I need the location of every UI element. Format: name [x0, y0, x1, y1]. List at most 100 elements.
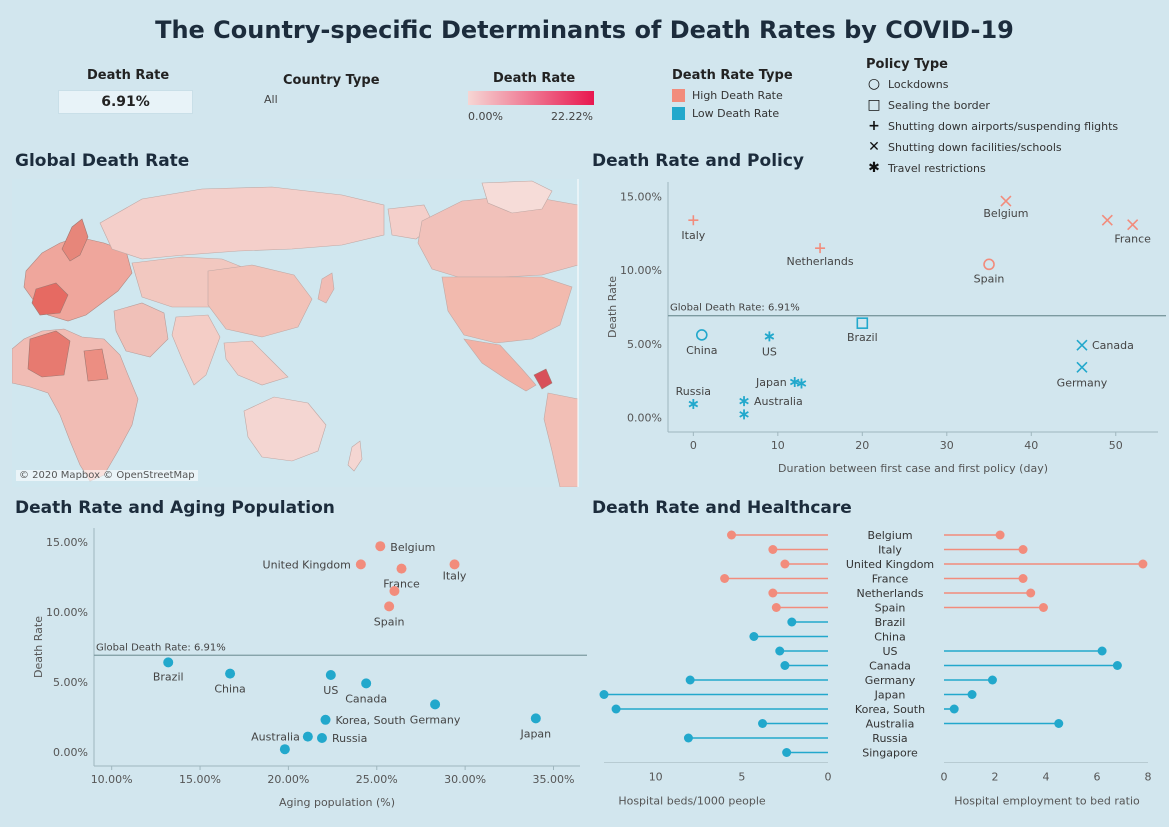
legend-lockdowns-label: Lockdowns [888, 77, 949, 91]
point-label: Korea, South [336, 714, 406, 727]
map-region-usa[interactable] [441, 276, 573, 344]
beds-dot[interactable] [727, 530, 737, 540]
beds-dot[interactable] [720, 574, 730, 583]
map-region-russia[interactable] [99, 186, 385, 260]
point-china[interactable] [225, 668, 236, 679]
map-region-australia[interactable] [243, 396, 327, 462]
point-russia[interactable] [316, 733, 327, 743]
map-region-west-europe[interactable] [31, 282, 69, 316]
employment-dot[interactable] [995, 530, 1005, 540]
beds-dot[interactable] [758, 719, 768, 728]
y-tick-label: 5.00% [627, 338, 662, 351]
employment-dot[interactable] [1097, 646, 1107, 656]
beds-dot[interactable] [780, 661, 790, 670]
beds-dot[interactable] [685, 675, 695, 685]
beds-dot[interactable] [683, 733, 693, 743]
beds-dot[interactable] [780, 559, 790, 569]
employment-dot[interactable] [1026, 588, 1036, 598]
employment-dot[interactable] [967, 690, 977, 699]
map-region-central-america[interactable] [533, 368, 553, 390]
legend-travel[interactable]: ✱ Travel restrictions [866, 160, 1118, 176]
point-canada[interactable] [1076, 339, 1088, 351]
beds-dot[interactable] [768, 545, 778, 554]
point-label: Italy [681, 229, 705, 242]
point-label: Russia [332, 732, 367, 745]
point-germany[interactable] [430, 699, 441, 710]
employment-dot[interactable] [1138, 559, 1148, 569]
point-canada[interactable] [361, 678, 372, 689]
map-region-china[interactable] [207, 264, 313, 338]
point-germany[interactable] [1076, 361, 1088, 373]
employment-dot[interactable] [1112, 661, 1122, 670]
beds-dot[interactable] [782, 748, 792, 757]
point-spain[interactable] [983, 258, 995, 271]
employment-dot[interactable] [1038, 603, 1048, 612]
map-region-algeria[interactable] [27, 330, 71, 378]
map-region-se-asia[interactable] [223, 340, 289, 386]
map-region-mexico[interactable] [463, 338, 537, 392]
country-type-filter[interactable]: All [264, 93, 278, 106]
policy-scatter-chart[interactable]: 0.00% 5.00% 10.00% 15.00% 0 10 20 30 40 50 Duratio… [592, 172, 1167, 482]
points: Belgium France Italy Netherlands Spain Brazil… [676, 195, 1151, 420]
map-region-india[interactable] [171, 314, 221, 386]
employment-dot[interactable] [949, 704, 959, 714]
point-us[interactable] [325, 670, 336, 680]
point-china[interactable] [695, 329, 708, 341]
point-france[interactable] [1127, 219, 1139, 231]
employment-dot[interactable] [1054, 719, 1064, 728]
x-axis-title: Duration between first case and first po… [778, 462, 1048, 475]
point-label: Canada [345, 692, 387, 705]
map-region-new-zealand[interactable] [347, 440, 363, 472]
point-belgium[interactable] [375, 541, 386, 552]
point-belgium[interactable] [1000, 195, 1012, 207]
employment-dot[interactable] [987, 675, 997, 685]
point-netherlands[interactable] [815, 243, 826, 254]
employment-tick-label: 0 [941, 771, 948, 784]
employment-axis-title: Hospital employment to bed ratio [954, 795, 1140, 808]
point-united-kingdom[interactable] [355, 559, 366, 570]
x-tick-label: 10 [771, 439, 785, 452]
point-spain[interactable] [384, 601, 395, 612]
world-map-svg[interactable] [11, 179, 582, 488]
legend-sealing-border[interactable]: □ Sealing the border [866, 97, 1118, 113]
point-italy[interactable] [688, 215, 699, 226]
beds-dot[interactable] [771, 603, 781, 612]
map-region-scandinavia[interactable] [61, 218, 89, 262]
point-netherlands[interactable] [389, 586, 400, 596]
beds-dot[interactable] [775, 646, 785, 656]
y-tick-label: 15.00% [620, 191, 662, 204]
point-australia[interactable] [739, 396, 749, 407]
map-region-greenland[interactable] [481, 180, 553, 214]
point-korea-south[interactable] [796, 378, 807, 389]
map-region-japan[interactable] [317, 272, 335, 304]
beds-dot[interactable] [787, 617, 797, 627]
point-us[interactable] [764, 331, 775, 342]
point-italy[interactable] [449, 559, 460, 570]
legend-high[interactable]: High Death Rate [672, 89, 793, 102]
point-brazil[interactable] [856, 317, 869, 329]
employment-dot[interactable] [1018, 545, 1028, 554]
beds-dot[interactable] [749, 632, 759, 641]
point-singapore[interactable] [279, 744, 290, 755]
beds-dot[interactable] [768, 588, 778, 598]
point-france[interactable] [1101, 214, 1113, 226]
map-region-chad[interactable] [83, 348, 109, 382]
map-region-middle-east[interactable] [113, 302, 169, 358]
legend-facilities[interactable]: ✕ Shutting down facilities/schools [866, 139, 1118, 155]
point-russia[interactable] [688, 399, 699, 410]
beds-dot[interactable] [611, 704, 621, 714]
aging-scatter-chart[interactable]: 0.00% 5.00% 10.00% 15.00% 10.00% 15.00% 20.00%… [12, 520, 587, 820]
point-singapore[interactable] [739, 409, 749, 420]
point-japan[interactable] [530, 713, 541, 724]
beds-dot[interactable] [599, 690, 609, 699]
point-korea-south[interactable] [320, 714, 331, 725]
world-map[interactable]: © 2020 Mapbox © OpenStreetMap [11, 179, 582, 488]
employment-dot[interactable] [1018, 574, 1028, 583]
legend-low[interactable]: Low Death Rate [672, 107, 793, 120]
point-brazil[interactable] [163, 657, 174, 668]
legend-airports[interactable]: + Shutting down airports/suspending flig… [866, 118, 1118, 134]
legend-lockdowns[interactable]: ○ Lockdowns [866, 76, 1118, 92]
point-australia[interactable] [302, 731, 313, 742]
point-france[interactable] [396, 563, 407, 574]
